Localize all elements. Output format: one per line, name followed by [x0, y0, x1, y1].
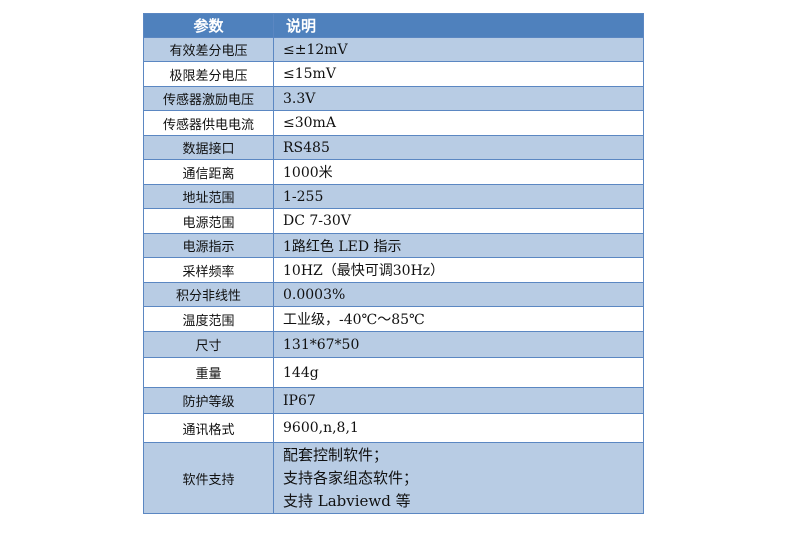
table-row: 通信距离 1000米 — [143, 159, 644, 185]
table-row: 尺寸 131*67*50 — [143, 331, 644, 358]
table-row: 数据接口 RS485 — [143, 135, 644, 160]
table-row: 防护等级 IP67 — [143, 387, 644, 414]
param-cell: 通讯格式 — [143, 413, 274, 443]
table-header: 参数 说明 — [143, 13, 644, 38]
param-cell: 地址范围 — [143, 184, 274, 209]
desc-cell: 1路红色 LED 指示 — [273, 233, 644, 258]
desc-cell: ≤±12mV — [273, 37, 644, 62]
desc-cell: RS485 — [273, 135, 644, 160]
spec-table: 参数 说明 有效差分电压 ≤±12mV 极限差分电压 ≤15mV 传感器激励电压 3.3V… — [143, 13, 644, 514]
param-cell: 尺寸 — [143, 331, 274, 358]
table-row: 电源指示 1路红色 LED 指示 — [143, 233, 644, 258]
param-cell: 软件支持 — [143, 442, 274, 514]
desc-cell: 工业级，-40℃～85℃ — [273, 306, 644, 332]
table-row: 电源范围 DC 7-30V — [143, 208, 644, 234]
param-cell: 采样频率 — [143, 257, 274, 283]
table-row: 极限差分电压 ≤15mV — [143, 61, 644, 87]
param-cell: 积分非线性 — [143, 282, 274, 307]
table-row: 地址范围 1-255 — [143, 184, 644, 209]
desc-cell: 1-255 — [273, 184, 644, 209]
table-row: 温度范围 工业级，-40℃～85℃ — [143, 306, 644, 332]
param-cell: 防护等级 — [143, 387, 274, 414]
desc-cell: 3.3V — [273, 86, 644, 111]
param-cell: 极限差分电压 — [143, 61, 274, 87]
table-row: 传感器供电电流 ≤30mA — [143, 110, 644, 136]
desc-cell: 1000米 — [273, 159, 644, 185]
table-row: 传感器激励电压 3.3V — [143, 86, 644, 111]
header-param: 参数 — [143, 13, 274, 38]
table-row: 重量 144g — [143, 357, 644, 388]
desc-cell: 144g — [273, 357, 644, 388]
desc-cell: 9600,n,8,1 — [273, 413, 644, 443]
table-row: 有效差分电压 ≤±12mV — [143, 37, 644, 62]
param-cell: 有效差分电压 — [143, 37, 274, 62]
table-row: 通讯格式 9600,n,8,1 — [143, 413, 644, 443]
table-row: 积分非线性 0.0003% — [143, 282, 644, 307]
desc-cell: 0.0003% — [273, 282, 644, 307]
header-desc: 说明 — [273, 13, 644, 38]
desc-cell: IP67 — [273, 387, 644, 414]
desc-cell: DC 7-30V — [273, 208, 644, 234]
software-line: 支持各家组态软件； — [283, 468, 419, 487]
table-row: 采样频率 10HZ（最快可调30Hz） — [143, 257, 644, 283]
param-cell: 通信距离 — [143, 159, 274, 185]
desc-cell: 131*67*50 — [273, 331, 644, 358]
param-cell: 电源范围 — [143, 208, 274, 234]
software-line: 配套控制软件； — [283, 445, 389, 464]
desc-cell: 10HZ（最快可调30Hz） — [273, 257, 644, 283]
param-cell: 重量 — [143, 357, 274, 388]
desc-cell: ≤30mA — [273, 110, 644, 136]
software-line: 支持 Labviewd 等 — [283, 491, 411, 510]
desc-cell: ≤15mV — [273, 61, 644, 87]
table-row-software: 软件支持 配套控制软件； 支持各家组态软件； 支持 Labviewd 等 — [143, 442, 644, 514]
param-cell: 数据接口 — [143, 135, 274, 160]
param-cell: 电源指示 — [143, 233, 274, 258]
param-cell: 传感器激励电压 — [143, 86, 274, 111]
param-cell: 传感器供电电流 — [143, 110, 274, 136]
param-cell: 温度范围 — [143, 306, 274, 332]
desc-cell: 配套控制软件； 支持各家组态软件； 支持 Labviewd 等 — [273, 442, 644, 514]
